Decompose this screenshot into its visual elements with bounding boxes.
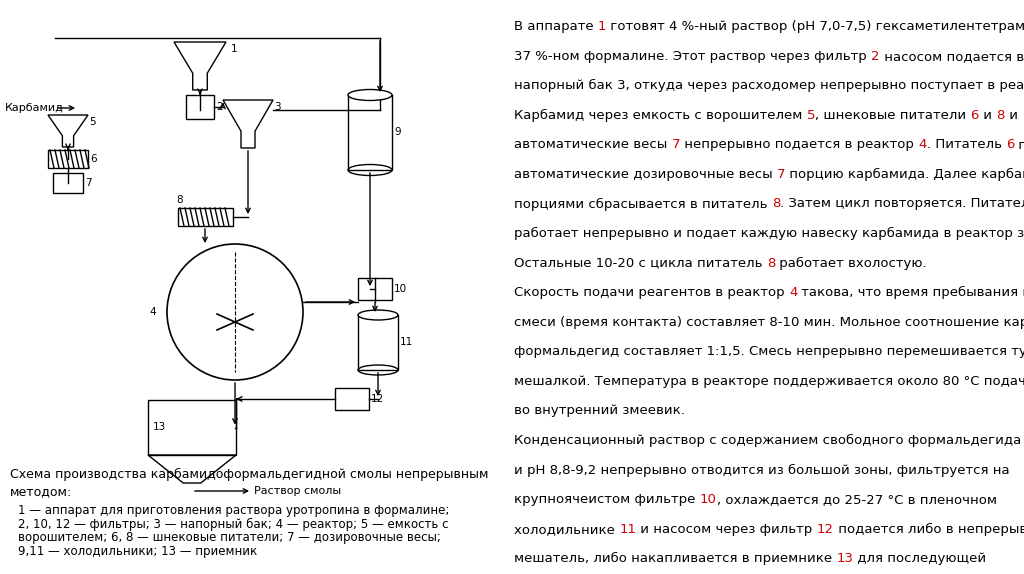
- Text: насосом подается в: насосом подается в: [880, 50, 1024, 63]
- Text: 6: 6: [971, 109, 979, 122]
- Bar: [48, 150, 88, 168]
- Text: 2: 2: [871, 50, 880, 63]
- Text: . Питатель: . Питатель: [927, 138, 1006, 152]
- Text: и: и: [979, 109, 996, 122]
- Text: формальдегид составляет 1:1,5. Смесь непрерывно перемешивается турбинной: формальдегид составляет 1:1,5. Смесь неп…: [514, 346, 1024, 358]
- Text: мешатель, либо накапливается в приемнике: мешатель, либо накапливается в приемнике: [514, 552, 837, 565]
- Text: холодильнике: холодильнике: [514, 522, 620, 536]
- Text: 2, 10, 12 — фильтры; 3 — напорный бак; 4 — реактор; 5 — емкость с: 2, 10, 12 — фильтры; 3 — напорный бак; 4…: [18, 518, 449, 530]
- Text: 12: 12: [817, 522, 834, 536]
- Text: и: и: [1005, 109, 1018, 122]
- Text: 8: 8: [767, 257, 775, 270]
- Text: ворошителем; 6, 8 — шнековые питатели; 7 — дозировочные весы;: ворошителем; 6, 8 — шнековые питатели; 7…: [18, 531, 441, 544]
- Text: 13: 13: [837, 552, 853, 565]
- Text: Скорость подачи реагентов в реактор: Скорость подачи реагентов в реактор: [514, 286, 788, 299]
- Text: 11: 11: [400, 337, 414, 347]
- Text: Схема производства карбамидоформальдегидной смолы непрерывным
методом:: Схема производства карбамидоформальдегид…: [10, 468, 488, 498]
- Text: 7: 7: [777, 168, 785, 181]
- Text: 8: 8: [996, 109, 1005, 122]
- Bar: [148, 400, 236, 455]
- Text: непрерывно подается в реактор: непрерывно подается в реактор: [680, 138, 919, 152]
- Text: крупноячеистом фильтре: крупноячеистом фильтре: [514, 493, 699, 506]
- Ellipse shape: [348, 90, 392, 100]
- Ellipse shape: [358, 310, 398, 320]
- Text: 7: 7: [672, 138, 680, 152]
- Bar: [53, 173, 83, 193]
- Text: порцию карбамида. Далее карбамид: порцию карбамида. Далее карбамид: [785, 168, 1024, 181]
- Text: 1: 1: [598, 20, 606, 33]
- Text: такова, что время пребывания в нем: такова, что время пребывания в нем: [798, 286, 1024, 299]
- Bar: [335, 388, 369, 410]
- Text: подается либо в непрерывный: подается либо в непрерывный: [834, 522, 1024, 536]
- Text: 6: 6: [90, 154, 96, 164]
- Text: во внутренний змеевик.: во внутренний змеевик.: [514, 404, 685, 417]
- Text: 7: 7: [85, 178, 91, 188]
- Text: 10: 10: [394, 284, 408, 294]
- Text: 9,11 — холодильники; 13 — приемник: 9,11 — холодильники; 13 — приемник: [18, 545, 257, 557]
- Text: Конденсационный раствор с содержанием свободного формальдегида 4-4,5 %: Конденсационный раствор с содержанием св…: [514, 434, 1024, 447]
- Text: Раствор смолы: Раствор смолы: [254, 486, 341, 496]
- Text: смеси (время контакта) составляет 8-10 мин. Мольное соотношение карбамид:: смеси (время контакта) составляет 8-10 м…: [514, 316, 1024, 329]
- Text: 5: 5: [89, 117, 95, 127]
- Text: напорный бак 3, откуда через расходомер непрерывно поступает в реактор: напорный бак 3, откуда через расходомер …: [514, 79, 1024, 92]
- Bar: [358, 315, 398, 370]
- Text: , охлаждается до 25-27 °С в пленочном: , охлаждается до 25-27 °С в пленочном: [717, 493, 996, 506]
- Text: 6: 6: [1006, 138, 1014, 152]
- Text: работает вхолостую.: работает вхолостую.: [775, 257, 927, 270]
- Text: , шнековые питатели: , шнековые питатели: [815, 109, 971, 122]
- Text: 3: 3: [274, 102, 281, 112]
- Text: 12: 12: [371, 394, 384, 404]
- Text: 4: 4: [919, 138, 927, 152]
- Text: Остальные 10-20 с цикла питатель: Остальные 10-20 с цикла питатель: [514, 257, 767, 270]
- Bar: [178, 208, 233, 226]
- Text: 13: 13: [153, 422, 166, 432]
- Text: 11: 11: [620, 522, 636, 536]
- Text: мешалкой. Температура в реакторе поддерживается около 80 °С подачей пара: мешалкой. Температура в реакторе поддерж…: [514, 375, 1024, 388]
- Text: для последующей: для последующей: [853, 552, 986, 565]
- Text: 4: 4: [788, 286, 798, 299]
- Text: работает непрерывно и подает каждую навеску карбамида в реактор за 40-50 с.: работает непрерывно и подает каждую наве…: [514, 227, 1024, 240]
- Text: и насосом через фильтр: и насосом через фильтр: [636, 522, 817, 536]
- Text: 8: 8: [176, 195, 182, 205]
- Bar: [348, 95, 392, 170]
- Text: 10: 10: [699, 493, 717, 506]
- Text: и рН 8,8-9,2 непрерывно отводится из большой зоны, фильтруется на: и рН 8,8-9,2 непрерывно отводится из бол…: [514, 464, 1010, 476]
- Text: Карбамид: Карбамид: [5, 103, 63, 113]
- Bar: [186, 95, 214, 119]
- Text: 8: 8: [772, 197, 780, 211]
- Text: 2: 2: [216, 102, 222, 112]
- Text: порциями сбрасывается в питатель: порциями сбрасывается в питатель: [514, 197, 772, 211]
- Text: 1 — аппарат для приготовления раствора уротропина в формалине;: 1 — аппарат для приготовления раствора у…: [18, 504, 450, 517]
- Text: 4: 4: [150, 307, 156, 317]
- Text: готовят 4 %-ный раствор (рН 7,0-7,5) гексаметилентетрамина в 36-: готовят 4 %-ный раствор (рН 7,0-7,5) гек…: [606, 20, 1024, 33]
- Bar: [358, 278, 392, 300]
- Text: 9: 9: [394, 127, 400, 137]
- Text: . Затем цикл повторяется. Питатель: . Затем цикл повторяется. Питатель: [780, 197, 1024, 211]
- Text: 1: 1: [231, 44, 238, 54]
- Text: автоматические дозировочные весы: автоматические дозировочные весы: [514, 168, 777, 181]
- Text: Карбамид через емкость с ворошителем: Карбамид через емкость с ворошителем: [514, 109, 807, 122]
- Text: автоматические весы: автоматические весы: [514, 138, 672, 152]
- Text: В аппарате: В аппарате: [514, 20, 598, 33]
- Text: 37 %-ном формалине. Этот раствор через фильтр: 37 %-ном формалине. Этот раствор через ф…: [514, 50, 871, 63]
- Text: подает на: подает на: [1014, 138, 1024, 152]
- Text: 5: 5: [807, 109, 815, 122]
